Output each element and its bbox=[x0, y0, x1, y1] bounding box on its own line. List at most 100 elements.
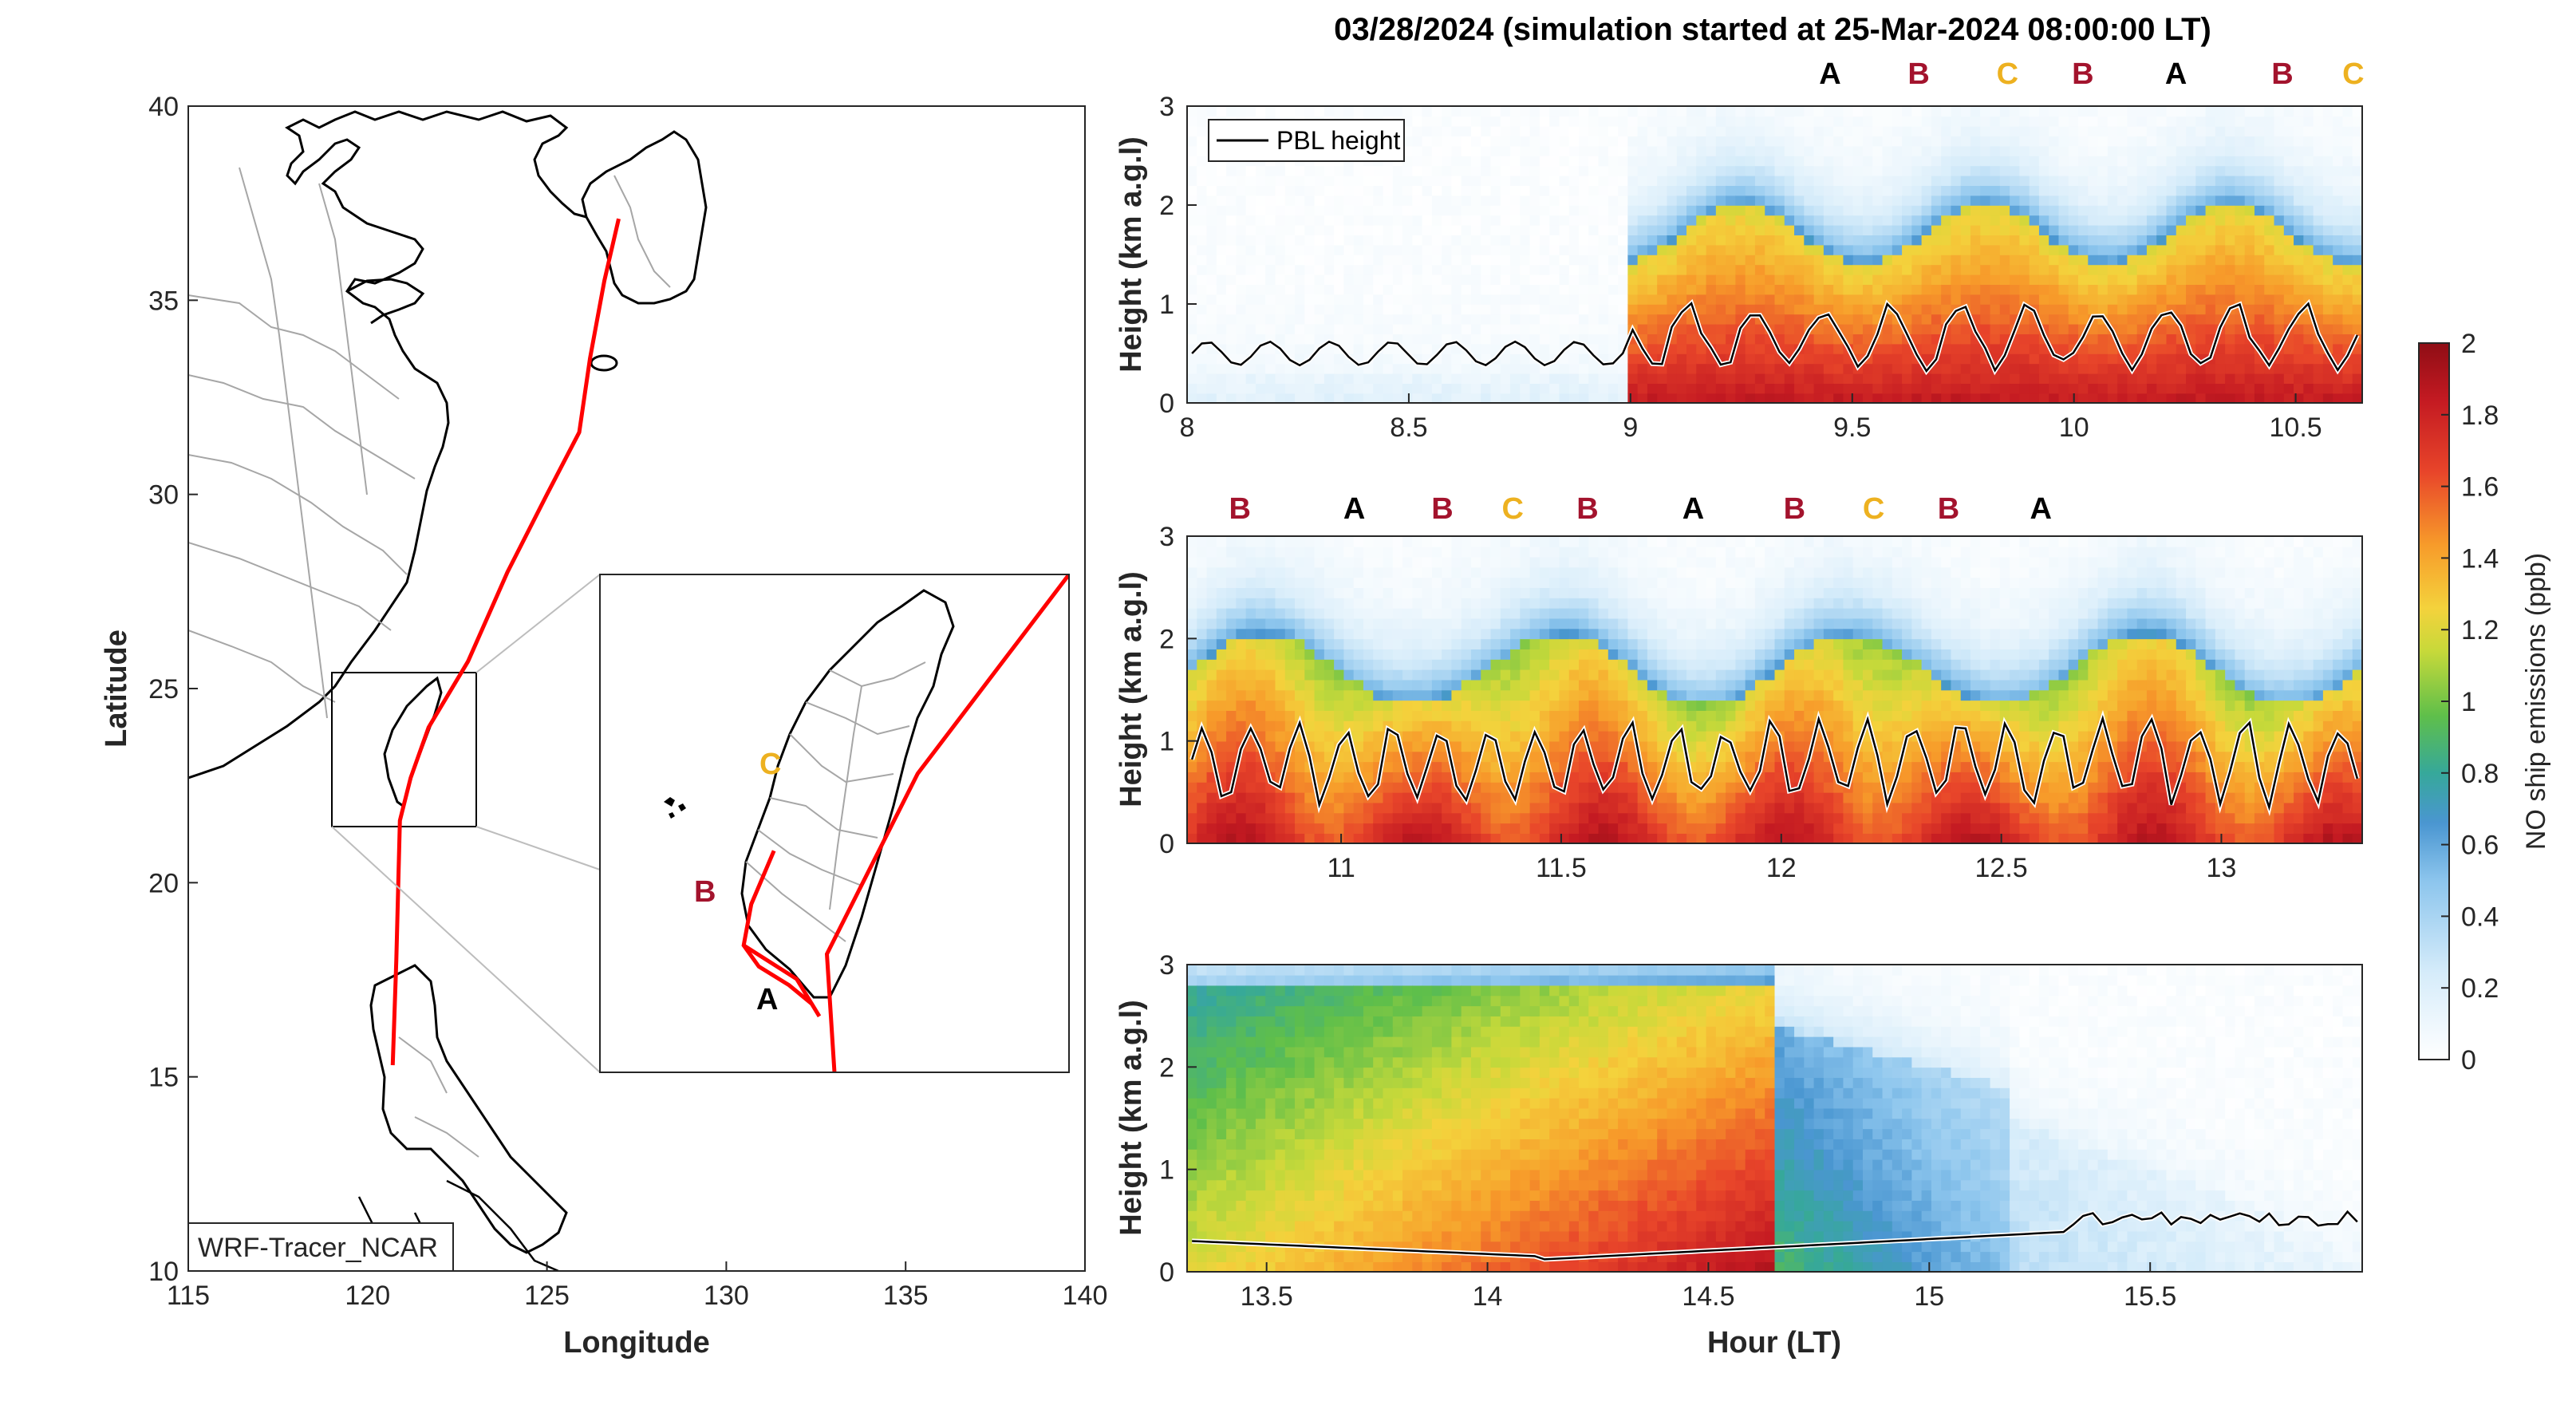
field-cell bbox=[1529, 264, 1540, 275]
field-cell bbox=[1804, 125, 1815, 136]
field-cell bbox=[1500, 205, 1511, 216]
field-cell bbox=[1862, 156, 1874, 167]
field-cell bbox=[2254, 224, 2266, 235]
field-cell bbox=[1431, 812, 1442, 824]
field-cell bbox=[2294, 205, 2305, 216]
field-cell bbox=[1197, 363, 1208, 374]
field-cell bbox=[2156, 235, 2168, 246]
field-cell bbox=[1931, 175, 1942, 186]
field-cell bbox=[2058, 195, 2069, 206]
field-cell bbox=[1412, 264, 1423, 275]
field-cell bbox=[1588, 244, 1600, 255]
field-cell bbox=[1324, 720, 1335, 732]
field-cell bbox=[1520, 607, 1531, 619]
field-cell bbox=[1363, 363, 1375, 374]
field-cell bbox=[2244, 106, 2255, 117]
field-cell bbox=[1442, 383, 1453, 394]
field-cell bbox=[1598, 598, 1609, 609]
field-cell bbox=[1568, 823, 1580, 834]
field-cell bbox=[1461, 136, 1472, 147]
field-cell bbox=[1598, 689, 1609, 701]
field-cell bbox=[1226, 536, 1237, 547]
field-cell bbox=[2078, 125, 2089, 136]
field-cell bbox=[1529, 175, 1540, 186]
field-cell bbox=[2058, 185, 2069, 196]
field-cell bbox=[1226, 740, 1237, 752]
field-cell bbox=[2088, 363, 2099, 374]
field-cell bbox=[1774, 235, 1785, 246]
field-cell bbox=[1608, 802, 1619, 814]
field-cell bbox=[1510, 165, 1521, 176]
field-cell bbox=[1481, 175, 1492, 186]
field-cell bbox=[1392, 833, 1403, 843]
field-cell bbox=[1843, 284, 1854, 295]
field-cell bbox=[1813, 304, 1825, 315]
field-cell bbox=[1529, 761, 1540, 772]
field-cell bbox=[1980, 165, 1991, 176]
field-cell bbox=[1715, 145, 1726, 156]
field-cell bbox=[1481, 720, 1492, 732]
field-cell bbox=[1804, 205, 1815, 216]
field-cell bbox=[2303, 145, 2314, 156]
field-cell bbox=[1373, 244, 1384, 255]
field-cell bbox=[1941, 274, 1952, 285]
field-cell bbox=[1784, 244, 1795, 255]
field-cell bbox=[1431, 618, 1442, 630]
field-cell bbox=[1197, 740, 1208, 752]
field-cell bbox=[1726, 125, 1737, 136]
field-cell bbox=[1490, 659, 1501, 670]
field-cell bbox=[1598, 195, 1609, 206]
field-cell bbox=[1999, 264, 2010, 275]
field-cell bbox=[1451, 812, 1462, 824]
field-cell bbox=[1804, 106, 1815, 117]
field-cell bbox=[1999, 383, 2010, 394]
field-cell bbox=[1667, 125, 1678, 136]
field-cell bbox=[1539, 294, 1550, 305]
field-cell bbox=[1265, 546, 1276, 558]
field-cell bbox=[1726, 205, 1737, 216]
field-cell bbox=[1510, 353, 1521, 365]
field-cell bbox=[1451, 587, 1462, 598]
field-cell bbox=[1236, 618, 1247, 630]
field-cell bbox=[2342, 334, 2353, 345]
field-cell bbox=[2313, 373, 2324, 384]
field-cell bbox=[1187, 791, 1198, 803]
field-cell bbox=[2019, 393, 2030, 403]
field-cell bbox=[1559, 215, 1570, 226]
field-cell bbox=[1461, 669, 1472, 681]
map-y-tick-label: 30 bbox=[148, 480, 179, 511]
field-cell bbox=[1921, 343, 1932, 354]
field-cell bbox=[2019, 205, 2030, 216]
field-cell bbox=[1598, 235, 1609, 246]
field-cell bbox=[1696, 294, 1707, 305]
field-cell bbox=[1481, 274, 1492, 285]
field-cell bbox=[2186, 393, 2197, 403]
field-cell bbox=[2166, 136, 2177, 147]
field-cell bbox=[2156, 205, 2168, 216]
field-cell bbox=[1363, 536, 1375, 547]
field-cell bbox=[1598, 566, 1609, 578]
field-cell bbox=[1314, 185, 1325, 196]
field-cell bbox=[2019, 185, 2030, 196]
field-cell bbox=[1833, 145, 1844, 156]
field-cell bbox=[2333, 373, 2344, 384]
field-cell bbox=[1529, 215, 1540, 226]
field-cell bbox=[2283, 185, 2294, 196]
field-cell bbox=[1197, 383, 1208, 394]
field-cell bbox=[1226, 587, 1237, 598]
field-cell bbox=[1568, 314, 1580, 325]
field-cell bbox=[1726, 215, 1737, 226]
field-cell bbox=[1902, 255, 1913, 266]
field-cell bbox=[1726, 185, 1737, 196]
field-cell bbox=[1343, 165, 1355, 176]
field-cell bbox=[2303, 224, 2314, 235]
field-cell bbox=[1334, 323, 1345, 334]
field-cell bbox=[1481, 244, 1492, 255]
field-cell bbox=[1667, 106, 1678, 117]
field-cell bbox=[2186, 175, 2197, 186]
field-cell bbox=[1284, 264, 1296, 275]
field-cell bbox=[2294, 373, 2305, 384]
field-cell bbox=[2058, 205, 2069, 216]
inset-ship-track bbox=[824, 574, 1069, 1072]
field-cell bbox=[2313, 185, 2324, 196]
